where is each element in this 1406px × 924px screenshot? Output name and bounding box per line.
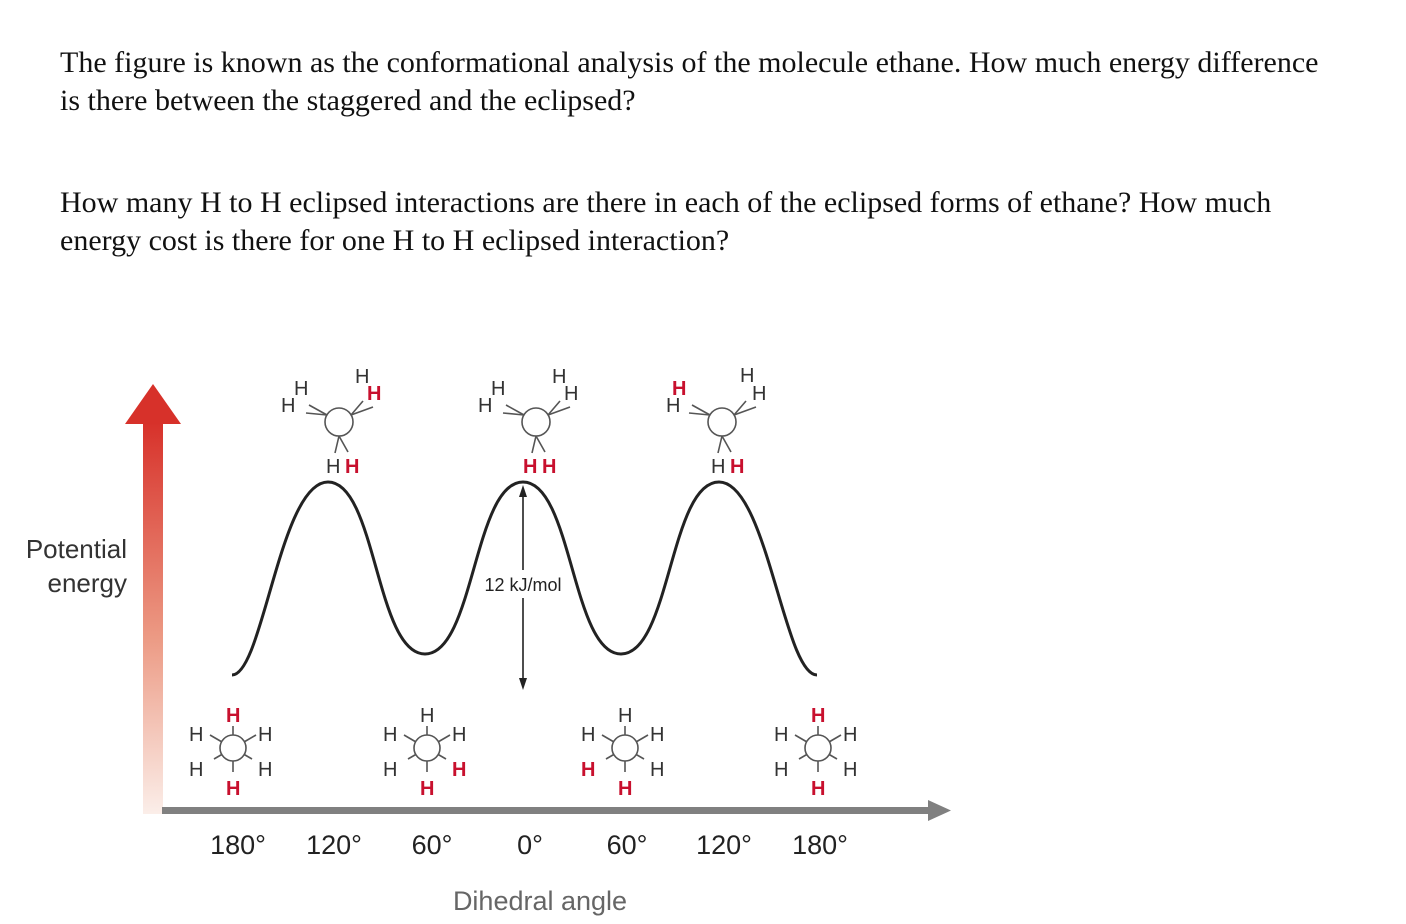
hydrogen-label: H <box>420 778 434 800</box>
eclipsed-newman-projection-3: H H H H H H <box>666 365 766 478</box>
hydrogen-label: H <box>542 456 556 478</box>
hydrogen-label: H <box>189 759 203 781</box>
hydrogen-label: H <box>650 724 664 746</box>
hydrogen-label: H <box>345 456 359 478</box>
hydrogen-label: H <box>226 778 240 800</box>
hydrogen-label: H <box>189 724 203 746</box>
hydrogen-label: H <box>672 378 686 400</box>
energy-difference-label: 12 kJ/mol <box>479 570 567 598</box>
ethane-conformation-diagram: Potential energy 12 kJ/mol H H H H H H <box>26 365 951 916</box>
energy-curve <box>231 480 818 677</box>
eclipsed-newman-projection-1: H H H H H H <box>281 366 381 478</box>
hydrogen-label: H <box>326 456 340 478</box>
hydrogen-label: H <box>226 705 240 727</box>
hydrogen-label: H <box>478 395 492 417</box>
hydrogen-label: H <box>523 456 537 478</box>
potential-energy-arrow <box>125 384 181 814</box>
x-tick-label: 180° <box>792 830 848 860</box>
hydrogen-label: H <box>581 759 595 781</box>
hydrogen-label: H <box>650 759 664 781</box>
x-tick-label: 60° <box>412 830 453 860</box>
gauche-newman-projection-2: H H H H H H <box>581 705 664 800</box>
question-1-line-2: is there between the staggered and the e… <box>60 84 636 117</box>
hydrogen-label: H <box>281 395 295 417</box>
hydrogen-label: H <box>367 383 381 405</box>
hydrogen-label: H <box>774 759 788 781</box>
hydrogen-label: H <box>564 383 578 405</box>
eclipsed-newman-projection-2: H H H H H H <box>478 366 578 478</box>
energy-difference-value: 12 kJ/mol <box>484 575 561 595</box>
y-axis-label-line-1: Potential <box>26 534 127 564</box>
hydrogen-label: H <box>618 778 632 800</box>
x-tick-label: 60° <box>607 830 648 860</box>
question-2-line-1: How many H to H eclipsed interactions ar… <box>60 186 1272 219</box>
y-axis-label-line-2: energy <box>48 568 128 598</box>
hydrogen-label: H <box>452 724 466 746</box>
hydrogen-label: H <box>581 724 595 746</box>
hydrogen-label: H <box>258 759 272 781</box>
x-tick-label: 180° <box>210 830 266 860</box>
staggered-newman-projection-2: H H H H H H <box>774 705 857 800</box>
hydrogen-label: H <box>811 705 825 727</box>
x-tick-label: 0° <box>517 830 543 860</box>
hydrogen-label: H <box>491 378 505 400</box>
hydrogen-label: H <box>420 705 434 727</box>
hydrogen-label: H <box>258 724 272 746</box>
question-2-line-2: energy cost is there for one H to H ecli… <box>60 224 730 257</box>
x-tick-label: 120° <box>696 830 752 860</box>
hydrogen-label: H <box>452 759 466 781</box>
staggered-newman-projection-1: H H H H H H <box>189 705 272 800</box>
hydrogen-label: H <box>730 456 744 478</box>
hydrogen-label: H <box>383 724 397 746</box>
hydrogen-label: H <box>666 395 680 417</box>
hydrogen-label: H <box>843 759 857 781</box>
x-axis-arrow <box>162 800 951 821</box>
gauche-newman-projection-1: H H H H H H <box>383 705 466 800</box>
x-tick-label: 120° <box>306 830 362 860</box>
hydrogen-label: H <box>355 366 369 388</box>
hydrogen-label: H <box>752 383 766 405</box>
hydrogen-label: H <box>843 724 857 746</box>
hydrogen-label: H <box>294 378 308 400</box>
hydrogen-label: H <box>711 456 725 478</box>
hydrogen-label: H <box>552 366 566 388</box>
hydrogen-label: H <box>811 778 825 800</box>
hydrogen-label: H <box>774 724 788 746</box>
hydrogen-label: H <box>618 705 632 727</box>
hydrogen-label: H <box>740 365 754 387</box>
question-1-line-1: The figure is known as the conformationa… <box>60 46 1319 79</box>
x-axis-label: Dihedral angle <box>453 886 627 916</box>
hydrogen-label: H <box>383 759 397 781</box>
